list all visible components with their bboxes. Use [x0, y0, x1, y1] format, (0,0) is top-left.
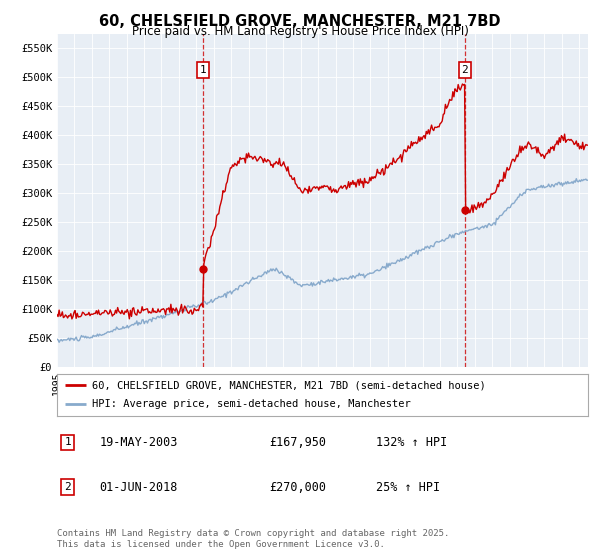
Text: £270,000: £270,000 [269, 480, 326, 494]
Text: 1: 1 [64, 437, 71, 447]
Text: 2: 2 [64, 482, 71, 492]
Text: £167,950: £167,950 [269, 436, 326, 449]
Text: 1: 1 [200, 66, 206, 75]
Text: 132% ↑ HPI: 132% ↑ HPI [376, 436, 447, 449]
Text: 25% ↑ HPI: 25% ↑ HPI [376, 480, 440, 494]
Text: Price paid vs. HM Land Registry's House Price Index (HPI): Price paid vs. HM Land Registry's House … [131, 25, 469, 38]
Text: 2: 2 [461, 66, 468, 75]
Text: 01-JUN-2018: 01-JUN-2018 [100, 480, 178, 494]
Text: 19-MAY-2003: 19-MAY-2003 [100, 436, 178, 449]
Text: 60, CHELSFIELD GROVE, MANCHESTER, M21 7BD (semi-detached house): 60, CHELSFIELD GROVE, MANCHESTER, M21 7B… [92, 380, 485, 390]
Text: 60, CHELSFIELD GROVE, MANCHESTER, M21 7BD: 60, CHELSFIELD GROVE, MANCHESTER, M21 7B… [99, 14, 501, 29]
Text: Contains HM Land Registry data © Crown copyright and database right 2025.
This d: Contains HM Land Registry data © Crown c… [57, 529, 449, 549]
Text: HPI: Average price, semi-detached house, Manchester: HPI: Average price, semi-detached house,… [92, 399, 410, 409]
